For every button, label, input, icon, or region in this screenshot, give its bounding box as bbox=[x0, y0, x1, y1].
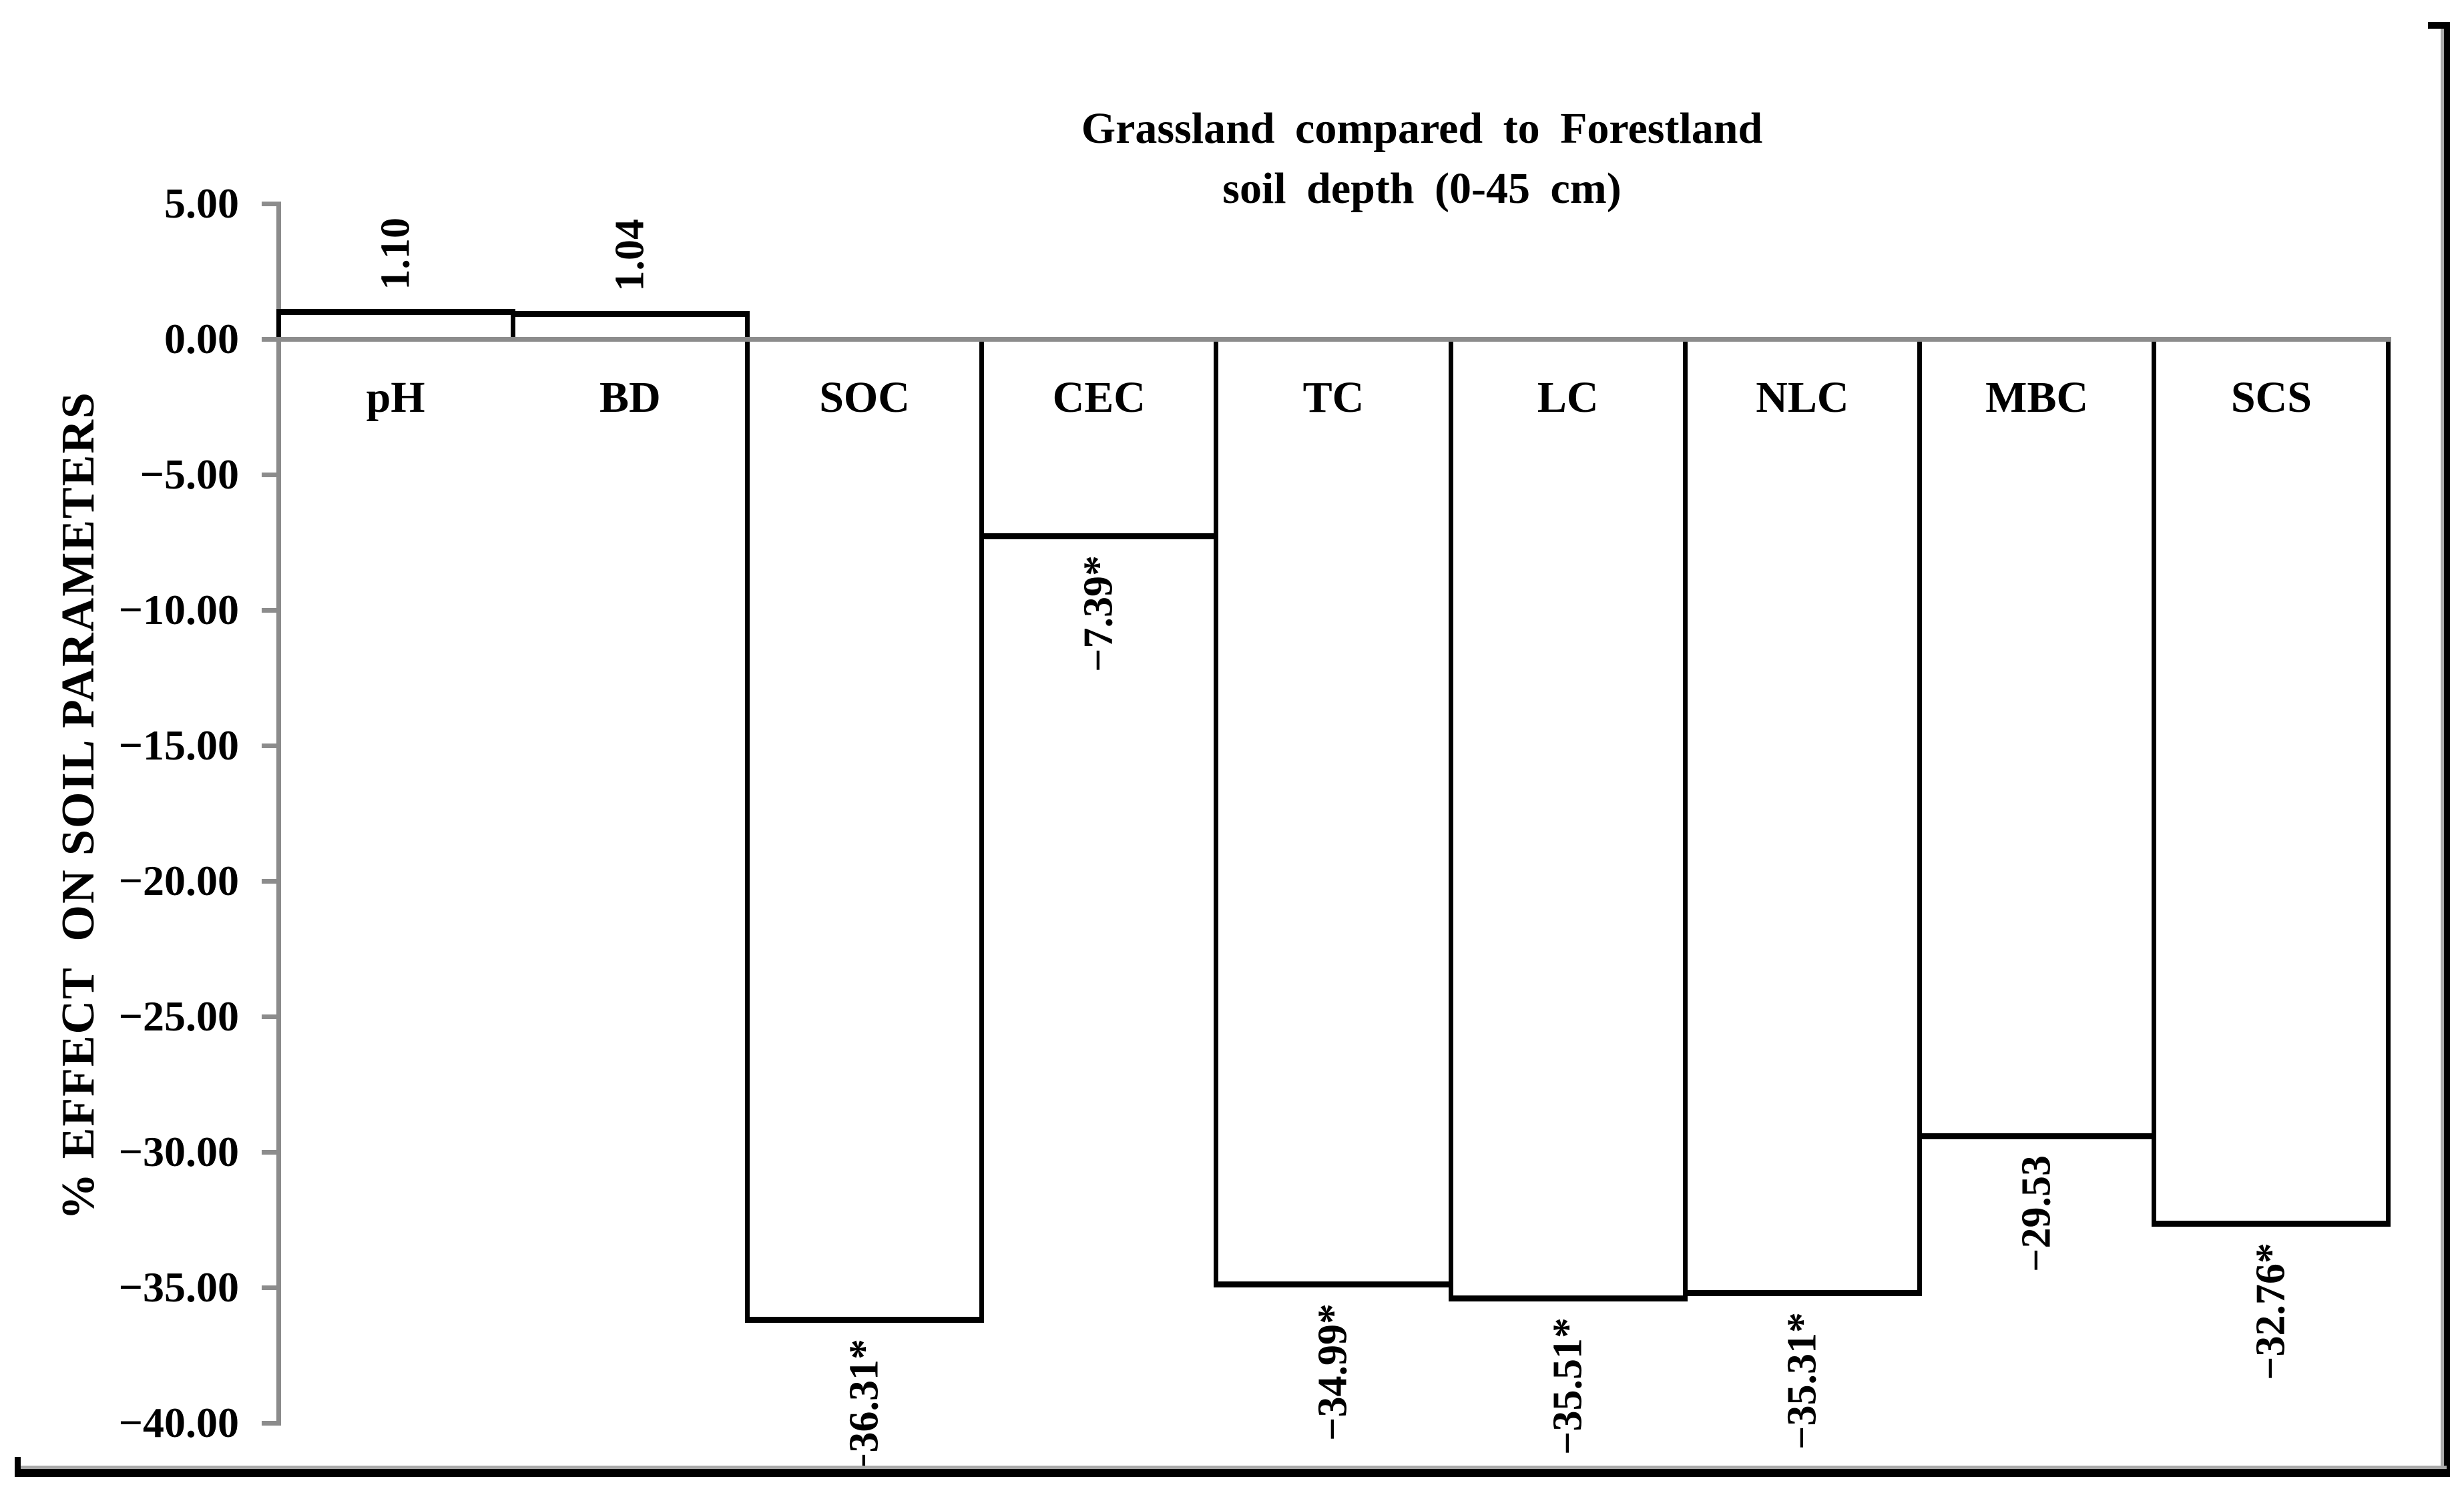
y-tick-mark bbox=[262, 607, 278, 613]
y-tick-mark bbox=[262, 1014, 278, 1019]
y-tick-mark bbox=[262, 878, 278, 884]
y-tick-mark bbox=[262, 201, 278, 206]
category-label-CEC: CEC bbox=[1052, 373, 1146, 422]
bar-MBC bbox=[1917, 339, 2157, 1139]
value-label-MBC: −29.53 bbox=[2013, 1155, 2061, 1275]
bar-NLC bbox=[1682, 339, 1923, 1296]
y-tick-mark bbox=[262, 743, 278, 748]
bar-BD bbox=[510, 310, 750, 339]
y-tick-label: −30.00 bbox=[118, 1128, 239, 1175]
figure-border-bottom-left-stub bbox=[15, 1457, 21, 1477]
category-label-SOC: SOC bbox=[819, 373, 910, 422]
category-label-TC: TC bbox=[1302, 373, 1365, 422]
chart-title: Grassland compared to Forestland soil de… bbox=[1081, 99, 1762, 219]
y-tick-label: −15.00 bbox=[118, 721, 239, 769]
bar-SCS bbox=[2152, 339, 2391, 1227]
zero-baseline bbox=[278, 337, 2391, 342]
value-label-pH: 1.10 bbox=[372, 218, 419, 294]
y-tick-mark bbox=[262, 336, 278, 342]
value-label-text: −32.76* bbox=[2248, 1243, 2294, 1380]
y-tick-label: −20.00 bbox=[118, 857, 239, 904]
category-label-LC: LC bbox=[1537, 373, 1599, 422]
value-label-LC: −35.51* bbox=[1544, 1317, 1591, 1458]
y-tick-label: −35.00 bbox=[118, 1263, 239, 1311]
value-label-NLC: −35.31* bbox=[1778, 1312, 1826, 1453]
y-tick-mark bbox=[262, 1420, 278, 1426]
value-label-CEC: −7.39* bbox=[1075, 555, 1123, 675]
y-axis-title: % EFFECT ON SOIL PARAMETERS bbox=[53, 391, 104, 1220]
value-label-text: 1.04 bbox=[607, 219, 653, 292]
category-label-BD: BD bbox=[599, 373, 661, 422]
value-label-text: −35.31* bbox=[1779, 1311, 1825, 1450]
value-label-text: −35.51* bbox=[1545, 1317, 1591, 1455]
bar-CEC bbox=[979, 339, 1219, 540]
y-tick-label: −5.00 bbox=[140, 451, 239, 498]
value-label-text: −34.99* bbox=[1310, 1303, 1356, 1441]
figure-border-top-right-stub bbox=[2428, 22, 2450, 29]
value-label-BD: 1.04 bbox=[606, 219, 654, 295]
value-label-TC: −34.99* bbox=[1310, 1303, 1357, 1444]
category-label-SCS: SCS bbox=[2230, 373, 2312, 422]
category-label-NLC: NLC bbox=[1756, 373, 1849, 422]
bar-TC bbox=[1214, 339, 1453, 1287]
y-tick-label: −40.00 bbox=[118, 1399, 239, 1446]
y-tick-mark bbox=[262, 472, 278, 477]
value-label-SCS: −32.76* bbox=[2248, 1243, 2295, 1384]
bar-LC bbox=[1448, 339, 1688, 1301]
value-label-text: −36.31* bbox=[841, 1339, 887, 1477]
figure-border-bottom bbox=[15, 1469, 2450, 1477]
figure-border-right-shadow bbox=[2441, 27, 2444, 1472]
chart-title-line1: Grassland compared to Forestland bbox=[1081, 104, 1763, 153]
category-label-pH: pH bbox=[366, 373, 425, 422]
value-label-text: −7.39* bbox=[1075, 555, 1122, 672]
y-tick-label: −25.00 bbox=[118, 992, 239, 1040]
y-tick-mark bbox=[262, 1149, 278, 1155]
bar-SOC bbox=[744, 339, 985, 1323]
y-tick-label: 0.00 bbox=[164, 315, 239, 362]
chart-title-line2: soil depth (0-45 cm) bbox=[1222, 164, 1622, 213]
y-tick-label: 5.00 bbox=[164, 180, 239, 227]
y-axis-line bbox=[276, 202, 281, 1426]
value-label-SOC: −36.31* bbox=[841, 1339, 889, 1480]
figure-border-right bbox=[2444, 22, 2450, 1475]
y-tick-label: −10.00 bbox=[118, 586, 239, 633]
bar-pH bbox=[276, 309, 515, 339]
y-tick-mark bbox=[262, 1285, 278, 1290]
category-label-MBC: MBC bbox=[1985, 373, 2089, 422]
value-label-text: −29.53 bbox=[2013, 1155, 2059, 1272]
value-label-text: 1.10 bbox=[373, 217, 419, 290]
figure-border-bottom-shadow bbox=[17, 1466, 2447, 1469]
